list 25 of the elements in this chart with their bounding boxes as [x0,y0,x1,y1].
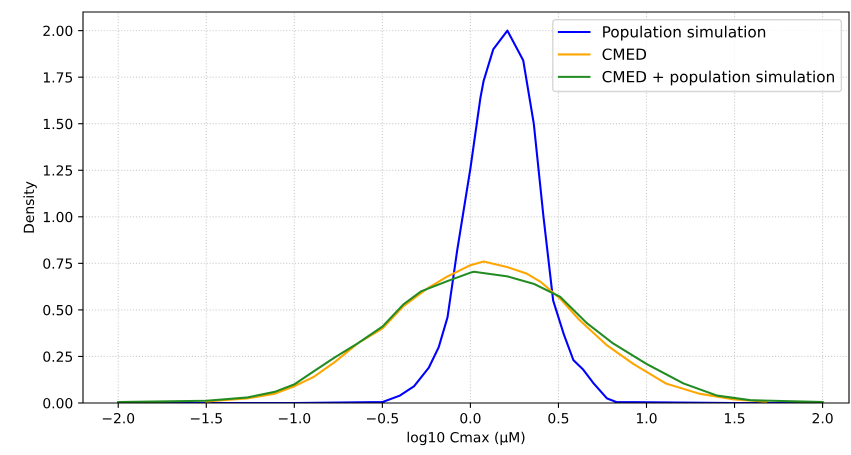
x-tick-label: 0.0 [460,412,481,424]
x-tick-label: −1.0 [278,412,310,424]
y-axis-title: Density [23,182,37,233]
x-tick-label: −0.5 [366,412,398,424]
y-tick-label: 1.75 [44,72,72,83]
x-tick-label: 2.0 [812,412,833,424]
legend-label: CMED + population simulation [602,70,834,86]
y-tick-label: 0.75 [43,258,72,269]
y-tick-label: 1.50 [44,118,72,130]
x-tick-label: −2.0 [102,412,134,424]
y-tick-label: 0.00 [43,398,72,408]
y-tick-label: 2.00 [43,26,72,36]
x-axis-title: log10 Cmax (µM) [408,432,524,446]
x-tick-label: 0.5 [548,412,568,424]
x-tick-label: 1.5 [725,413,744,424]
x-tick-label: 1.0 [636,412,657,424]
line-series [117,270,824,403]
y-tick-label: 0.50 [43,304,72,316]
y-tick-label: 1.25 [44,165,72,176]
y-tick-label: 0.25 [43,351,72,362]
legend-label: Population simulation [603,26,766,41]
line-series [205,260,768,403]
legend-label: CMED [602,48,646,60]
x-tick-label: −1.5 [190,413,222,424]
y-tick-label: 1.00 [44,212,72,222]
